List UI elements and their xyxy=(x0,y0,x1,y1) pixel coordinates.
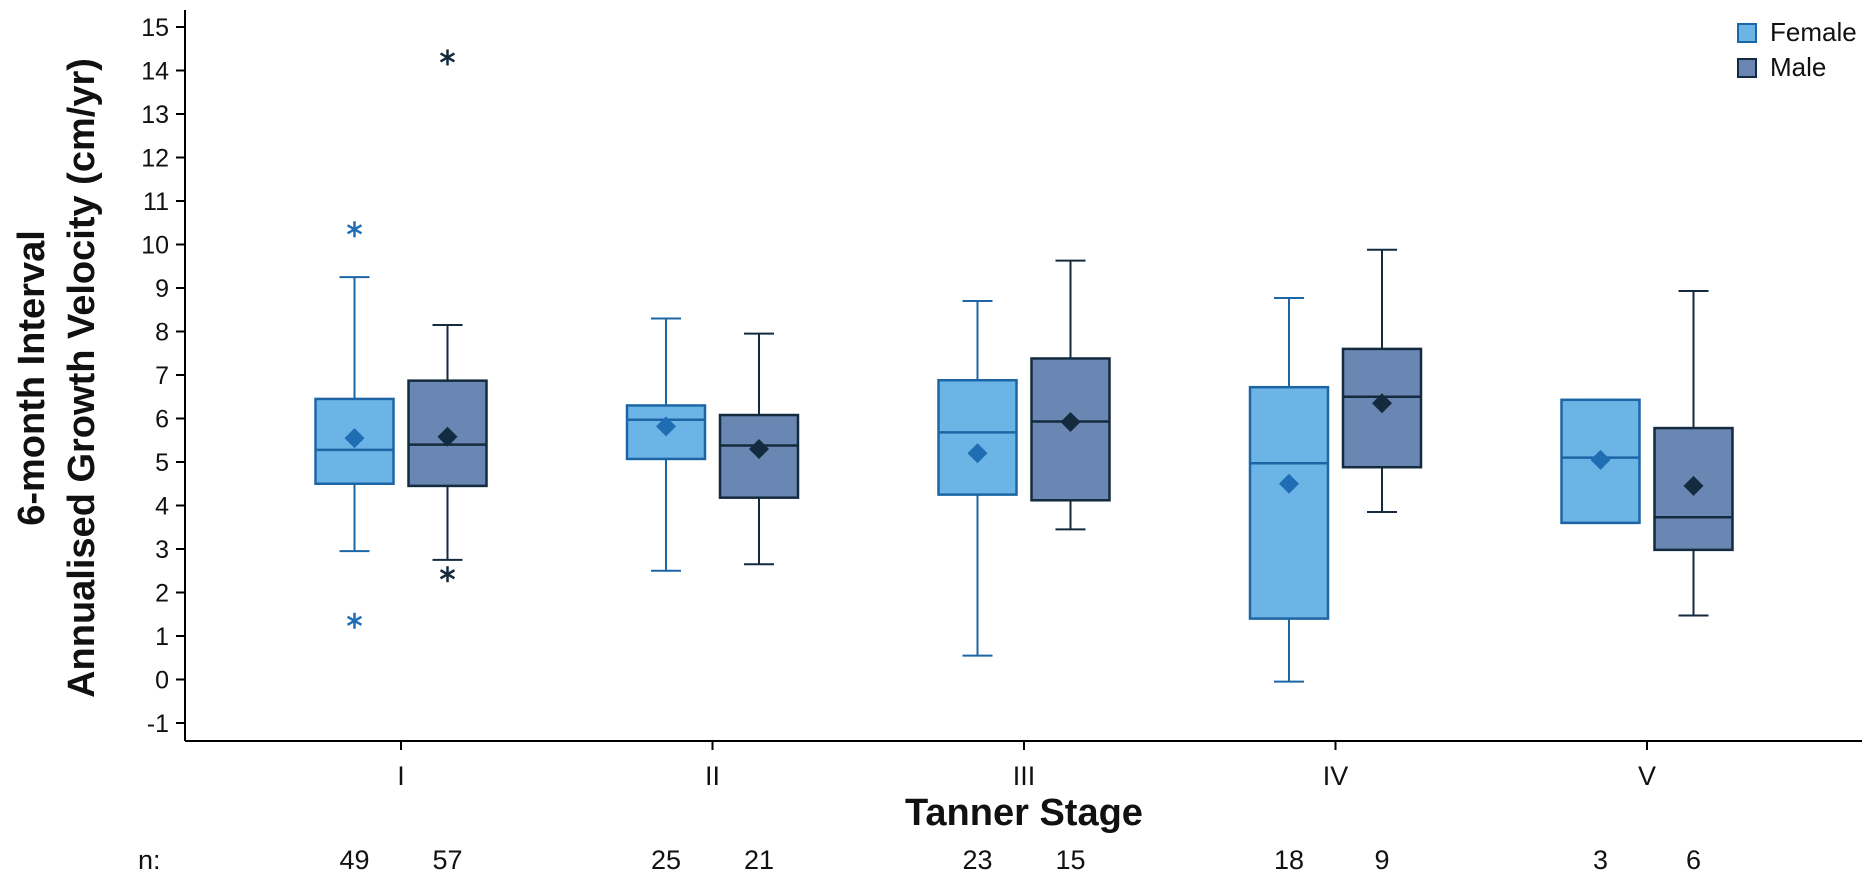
box-female-II xyxy=(625,317,707,572)
y-tick-label: 10 xyxy=(141,232,169,260)
box-body xyxy=(937,378,1018,496)
n-labels: 49 25 23 18 3 57 21 15 9 6 xyxy=(339,845,1701,873)
mean-marker xyxy=(1590,449,1611,470)
x-tick-label: V xyxy=(1638,761,1656,791)
mean-marker xyxy=(967,443,988,464)
outlier-marker xyxy=(346,612,363,629)
box-body xyxy=(1030,357,1111,502)
box-male-III xyxy=(1030,259,1111,531)
mean-marker xyxy=(656,416,676,437)
box-male-V xyxy=(1653,290,1734,617)
n-label-male-V: 6 xyxy=(1686,845,1701,873)
x-tick-label: IV xyxy=(1323,761,1349,791)
x-tick-label: I xyxy=(397,761,405,791)
y-axis-title-line-2: Annualised Growth Velocity (cm/yr) xyxy=(61,58,103,698)
legend-label-male: Male xyxy=(1770,52,1826,82)
n-label-female-IV: 18 xyxy=(1274,845,1304,873)
box-male-I xyxy=(407,49,488,583)
legend: Female Male xyxy=(1737,17,1857,82)
outlier-marker xyxy=(439,49,456,66)
y-axis-title-line-1: 6-month Interval xyxy=(11,230,53,526)
n-label-female-V: 3 xyxy=(1593,845,1608,873)
outlier-stroke xyxy=(439,52,456,63)
y-tick-label: -1 xyxy=(147,710,169,738)
n-label-male-IV: 9 xyxy=(1374,845,1389,873)
box-female-V xyxy=(1560,398,1641,525)
outlier-marker xyxy=(346,221,363,238)
y-tick-label: 9 xyxy=(155,275,169,303)
outlier-marker xyxy=(439,566,456,583)
y-tick-label: 15 xyxy=(141,14,169,42)
box-body xyxy=(1248,385,1330,620)
mean-marker xyxy=(1279,473,1299,494)
mean-marker xyxy=(1060,411,1081,432)
y-tick-label: 14 xyxy=(141,58,169,86)
y-tick-label: 13 xyxy=(141,101,169,129)
n-label-male-II: 21 xyxy=(744,845,774,873)
outlier-stroke xyxy=(346,615,363,626)
box-female-III xyxy=(937,300,1018,657)
y-tick-label: 1 xyxy=(155,623,169,651)
mean-marker xyxy=(344,428,365,449)
legend-swatch-male xyxy=(1737,58,1757,78)
y-tick-label: 11 xyxy=(143,188,169,216)
outlier-stroke xyxy=(439,569,456,580)
y-axis-title: 6-month Interval Annualised Growth Veloc… xyxy=(11,58,103,698)
mean-marker xyxy=(749,438,769,459)
box-series xyxy=(314,49,1734,683)
x-tick-label: II xyxy=(705,761,720,791)
x-axis-ticks: I II III IV V xyxy=(397,741,1656,791)
x-axis-title: Tanner Stage xyxy=(905,792,1143,834)
box-female-IV xyxy=(1248,297,1330,683)
box-female-I xyxy=(314,221,395,629)
box-male-IV xyxy=(1341,248,1423,514)
mean-marker xyxy=(437,426,458,447)
mean-marker xyxy=(1683,475,1704,496)
outlier-stroke xyxy=(346,224,363,235)
n-label-female-III: 23 xyxy=(962,845,992,873)
y-tick-label: 5 xyxy=(155,449,169,477)
y-tick-label: 8 xyxy=(155,319,169,347)
y-tick-label: 3 xyxy=(155,536,169,564)
legend-swatch-female xyxy=(1737,23,1757,43)
y-tick-label: 6 xyxy=(155,406,169,434)
n-label-male-I: 57 xyxy=(432,845,462,873)
y-tick-label: 12 xyxy=(141,145,169,173)
mean-marker xyxy=(1372,393,1392,414)
x-tick-label: III xyxy=(1013,761,1036,791)
n-label-female-II: 25 xyxy=(651,845,681,873)
legend-label-female: Female xyxy=(1770,17,1857,47)
y-tick-label: 7 xyxy=(155,362,169,390)
y-tick-label: 0 xyxy=(155,667,169,695)
n-label-male-III: 15 xyxy=(1055,845,1085,873)
y-tick-label: 4 xyxy=(155,493,169,521)
n-prefix-label: n: xyxy=(138,845,161,873)
y-tick-label: 2 xyxy=(155,580,169,608)
n-label-female-I: 49 xyxy=(339,845,369,873)
box-male-II xyxy=(718,332,800,566)
axes xyxy=(184,10,1862,742)
